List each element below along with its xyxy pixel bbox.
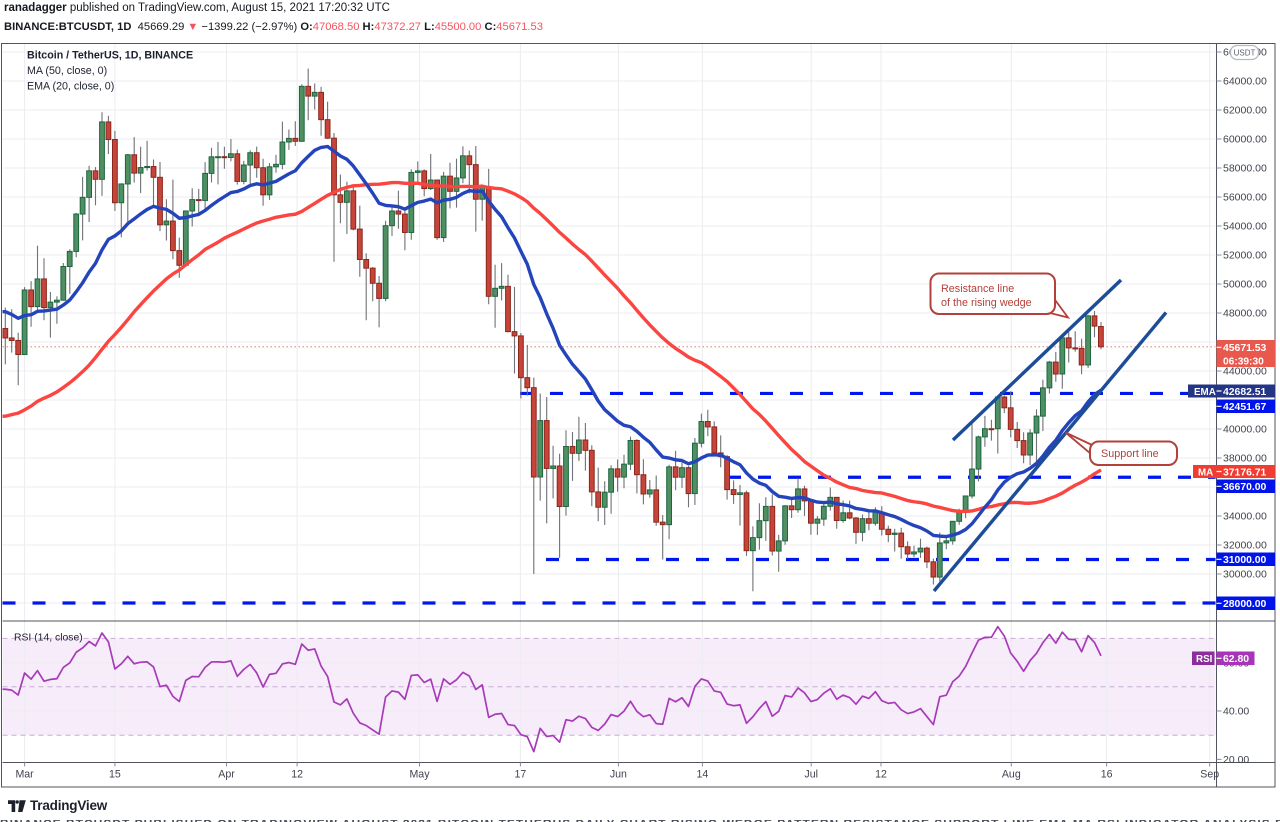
svg-text:50000.00: 50000.00 [1223,279,1267,291]
svg-text:32000.00: 32000.00 [1223,540,1267,552]
svg-text:40.00: 40.00 [1223,706,1249,718]
svg-text:USDT: USDT [1234,49,1256,58]
svg-text:12: 12 [291,769,303,781]
svg-text:Jul: Jul [804,769,818,781]
svg-text:Sep: Sep [1200,769,1219,781]
svg-text:Bitcoin / TetherUS, 1D, BINANC: Bitcoin / TetherUS, 1D, BINANCE [27,50,193,62]
svg-text:36670.00: 36670.00 [1223,482,1267,493]
svg-text:64000.00: 64000.00 [1223,76,1267,88]
svg-text:56000.00: 56000.00 [1223,192,1267,204]
svg-text:42451.67: 42451.67 [1223,402,1267,413]
svg-text:60000.00: 60000.00 [1223,134,1267,146]
svg-text:MA (50, close, 0): MA (50, close, 0) [27,65,107,77]
svg-text:40000.00: 40000.00 [1223,424,1267,436]
svg-text:20.00: 20.00 [1223,754,1249,766]
svg-text:EMA: EMA [1194,387,1216,398]
svg-text:Jun: Jun [610,769,627,781]
svg-text:58000.00: 58000.00 [1223,163,1267,175]
svg-text:34000.00: 34000.00 [1223,511,1267,523]
svg-text:54000.00: 54000.00 [1223,221,1267,233]
svg-text:37176.71: 37176.71 [1223,468,1267,479]
svg-text:RSI: RSI [1196,654,1213,665]
svg-text:38000.00: 38000.00 [1223,453,1267,465]
svg-text:42682.51: 42682.51 [1223,387,1267,398]
svg-text:16: 16 [1101,769,1113,781]
svg-text:31000.00: 31000.00 [1223,555,1267,566]
svg-text:of the rising wedge: of the rising wedge [941,297,1032,309]
svg-text:RSI (14, close): RSI (14, close) [14,633,83,644]
svg-text:28000.00: 28000.00 [1223,599,1267,610]
svg-text:62.80: 62.80 [1223,654,1249,665]
svg-text:17: 17 [515,769,527,781]
svg-text:EMA (20, close, 0): EMA (20, close, 0) [27,81,114,93]
svg-text:May: May [409,769,430,781]
svg-text:30000.00: 30000.00 [1223,569,1267,581]
svg-text:15: 15 [109,769,121,781]
svg-text:62000.00: 62000.00 [1223,105,1267,117]
svg-text:06:39:30: 06:39:30 [1223,357,1264,368]
svg-text:MA: MA [1198,468,1213,479]
svg-text:Resistance line: Resistance line [941,283,1014,295]
svg-text:Aug: Aug [1002,769,1021,781]
svg-text:48000.00: 48000.00 [1223,308,1267,320]
svg-text:Apr: Apr [218,769,235,781]
svg-text:52000.00: 52000.00 [1223,250,1267,262]
svg-text:Support line: Support line [1101,448,1159,460]
svg-text:44000.00: 44000.00 [1223,366,1267,378]
svg-text:45671.53: 45671.53 [1223,343,1267,354]
svg-text:12: 12 [875,769,887,781]
svg-text:Mar: Mar [15,769,34,781]
svg-text:14: 14 [697,769,709,781]
